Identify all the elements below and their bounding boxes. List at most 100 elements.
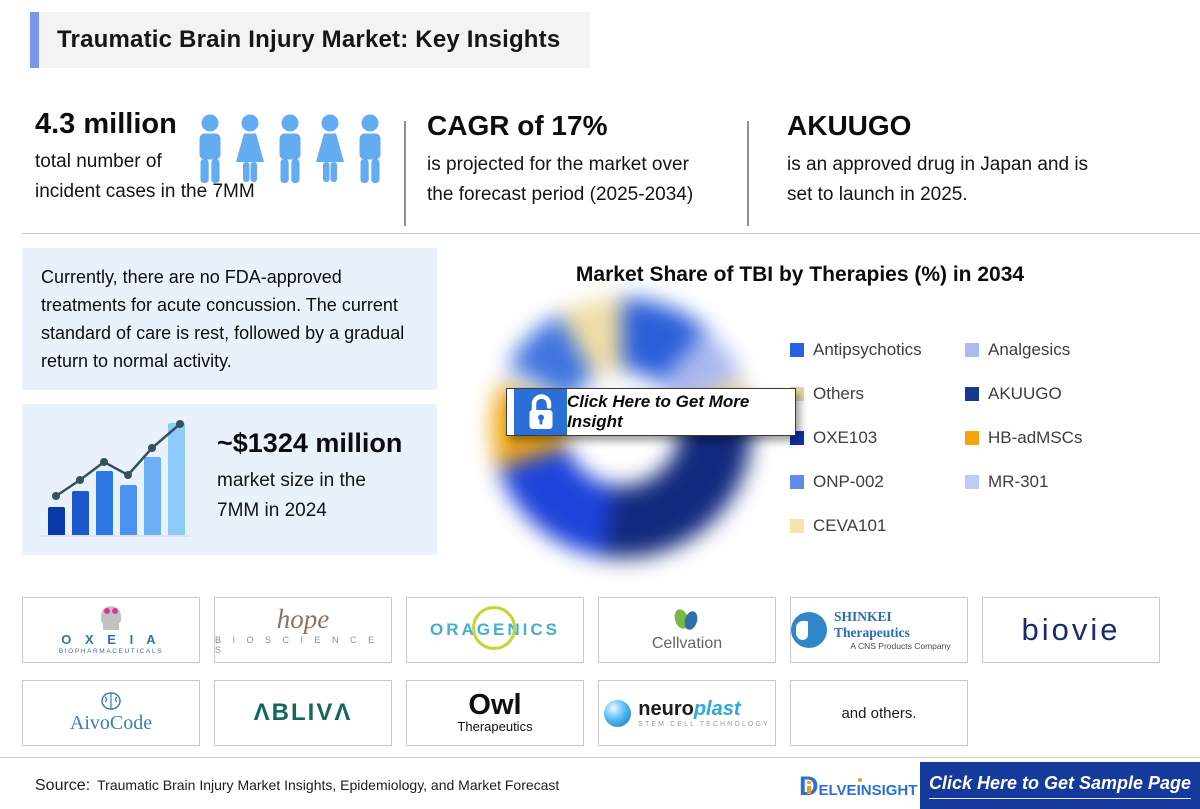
get-more-insight-button[interactable]: Click Here to Get More Insight [506,388,796,436]
logo-aivocode: AivoCode [22,680,200,746]
section-divider [22,233,1200,234]
stats-divider-2 [747,121,749,226]
logo-owl-therapeutics: Owl Therapeutics [406,680,584,746]
legend-item: Analgesics [965,328,1082,372]
stat-akuugo: AKUUGO is an approved drug in Japan and … [787,110,1147,210]
logo-text: ΛBLIVΛ [253,699,353,726]
cagr-value: CAGR of 17% [427,110,608,141]
neuroplast-word1: neuro [638,697,694,720]
incidence-line1: total number of [35,151,162,172]
fda-note-text: Currently, there are no FDA-approved tre… [41,267,405,371]
legend-label: HB-adMSCs [988,428,1083,447]
market-size-line1: market size in the [217,470,366,491]
logo-text: hope [276,603,330,634]
get-sample-page-label: Click Here to Get Sample Page [928,773,1192,799]
logo-abliva: ΛBLIVΛ [214,680,392,746]
legend-label: Analgesics [988,340,1071,359]
logo-text: neuroplast [638,699,769,719]
market-size-value: ~$1324 million [217,428,403,458]
person-icon-male [199,114,221,183]
legend-swatch [965,343,979,357]
chart-legend-right: Analgesics AKUUGO HB-adMSCs MR-301 [965,328,1082,504]
bar [168,423,185,535]
people-icons [193,114,387,184]
logo-text: biovie [1021,612,1121,647]
bar [72,491,89,535]
market-size-line2: 7MM in 2024 [217,500,327,521]
cagr-line1: is projected for the market over [427,154,689,175]
oxeia-head-icon [98,605,124,630]
logo-text: O X E I A [61,631,161,647]
bar [48,507,65,535]
delveinsight-text: ELVE [818,782,857,799]
logo-shinkei: SHINKEI Therapeutics A CNS Products Comp… [790,597,968,663]
legend-swatch [790,475,804,489]
legend-label: Others [813,384,865,403]
logo-subtext: B I O S C I E N C E S [215,634,379,655]
logo-text: AivoCode [69,712,153,734]
legend-label: CEVA101 [813,516,887,535]
aivocode-brain-icon [101,692,121,710]
source-line: Source: Traumatic Brain Injury Market In… [35,777,559,795]
page-title-bar: Traumatic Brain Injury Market: Key Insig… [30,12,590,68]
bar-chart-baseline [40,535,190,537]
legend-label: MR-301 [988,472,1049,491]
legend-swatch [790,519,804,533]
market-size-box: ~$1324 million market size in the 7MM in… [22,404,437,555]
delveinsight-text: NSIGHT [860,782,918,799]
neuroplast-sphere-icon [604,699,632,727]
legend-swatch [965,387,979,401]
akuugo-line1: is an approved drug in Japan and is [787,154,1089,175]
logo-biovie: biovie [982,597,1160,663]
lock-icon-box [514,389,567,435]
legend-item: OXE103 [790,416,922,460]
person-icon-female [316,114,344,182]
legend-label: AKUUGO [988,384,1062,403]
logo-text: Owl [468,689,522,721]
person-icon-female [236,114,264,182]
bar [144,457,161,535]
company-logos-row-2: AivoCode ΛBLIVΛ Owl Therapeutics neuropl… [22,680,968,746]
logo-oragenics: ORAGENICS [406,597,584,663]
chart-legend-left: Antipsychotics Others OXE103 ONP-002 CEV… [790,328,922,548]
legend-item: ONP-002 [790,460,922,504]
legend-swatch [965,475,979,489]
legend-item: CEVA101 [790,504,922,548]
legend-label: ONP-002 [813,472,884,491]
legend-swatch [965,431,979,445]
source-label: Source: [35,777,91,794]
bar-chart-icon [40,418,198,543]
legend-item: AKUUGO [965,372,1082,416]
legend-item: MR-301 [965,460,1082,504]
bar [120,485,137,535]
legend-label: Antipsychotics [813,340,922,359]
delveinsight-logo: D ELVE I NSIGHT [799,771,918,801]
get-sample-page-button[interactable]: Click Here to Get Sample Page [920,762,1200,809]
source-text: Traumatic Brain Injury Market Insights, … [97,777,560,793]
stat-cagr: CAGR of 17% is projected for the market … [427,110,732,210]
company-logos-row-1: O X E I A BIOPHARMACEUTICALS hope B I O … [22,597,1160,663]
oragenics-circle-icon [472,606,517,650]
orange-dot-icon [857,778,862,782]
legend-item: Others [790,372,922,416]
unlock-icon [529,394,552,429]
logo-cellvation: Cellvation [598,597,776,663]
legend-swatch [790,343,804,357]
logo-text: Cellvation [651,635,723,652]
logo-neuroplast: neuroplast STEM CELL TECHNOLOGY [598,680,776,746]
logo-text: SHINKEI Therapeutics [834,609,910,640]
neuroplast-word2: plast [693,697,741,720]
bar-chart-bars [48,423,185,535]
cellvation-cell-icon [672,607,702,633]
shinkei-head-icon [791,612,827,648]
person-icon-male [359,114,381,183]
akuugo-value: AKUUGO [787,110,912,141]
person-icon-male [279,114,301,183]
incidence-value: 4.3 million [35,108,177,140]
logo-oxeia: O X E I A BIOPHARMACEUTICALS [22,597,200,663]
delveinsight-logo-icon: D [799,771,819,801]
logo-text: and others. [841,704,917,722]
cagr-line2: the forecast period (2025-2034) [427,184,694,205]
akuugo-line2: set to launch in 2025. [787,184,968,205]
